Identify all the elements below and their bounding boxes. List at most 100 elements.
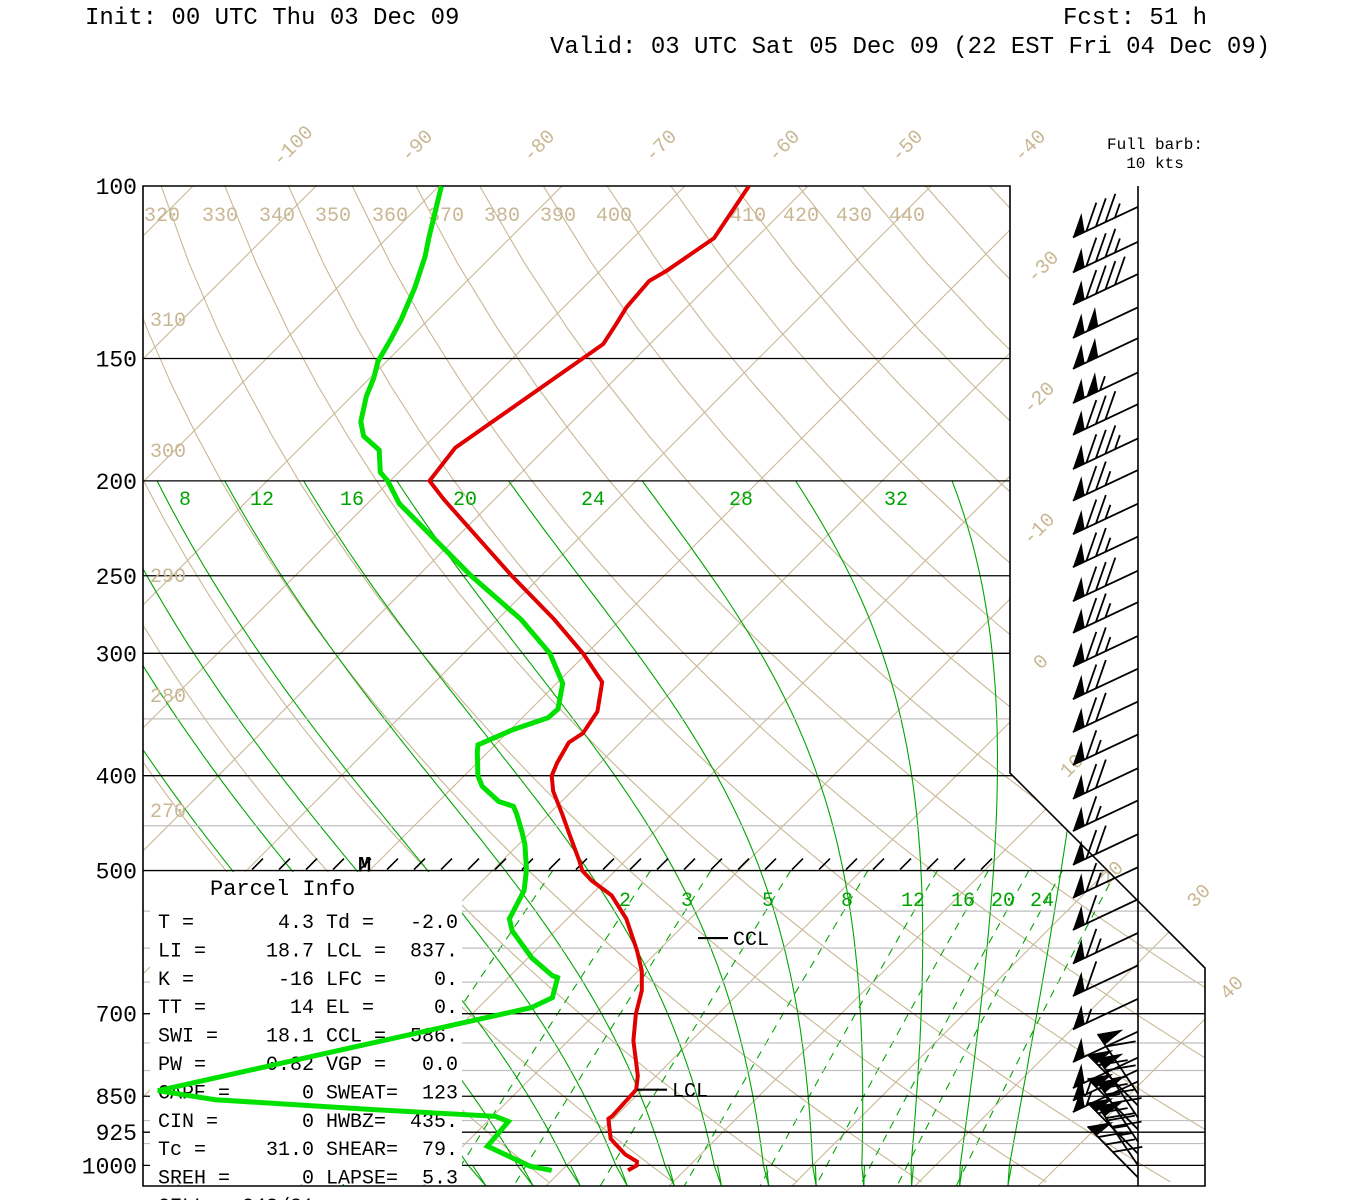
wind-barb-half (1104, 470, 1112, 486)
parcel-info-cell: LFC = (326, 969, 386, 992)
parcel-info-cell: 79. (422, 1139, 458, 1162)
wind-barb-full (1085, 399, 1098, 429)
parcel-info-cell: SWEAT= (326, 1082, 398, 1105)
dry-adiabat-line (351, 186, 1205, 1183)
parcel-info-cell: LCL = (326, 940, 386, 963)
hatch-tick (548, 858, 561, 871)
wind-barb-full (1095, 825, 1107, 855)
hatch-tick (791, 858, 804, 871)
wind-barb-pennant (1087, 1073, 1114, 1088)
hatch-tick (467, 858, 480, 871)
wind-barb-full (1097, 1131, 1128, 1138)
dry-adiabat-line (224, 186, 1171, 1183)
wind-barb-pennant (1072, 774, 1085, 799)
mixing-ratio-label: 2 (619, 890, 631, 913)
wind-barb-pennant (1072, 674, 1085, 700)
wind-barb-full (1095, 395, 1107, 425)
wind-barb-pennant (1072, 707, 1085, 733)
wind-barb-pennant (1086, 307, 1099, 332)
parcel-info-cell: 18.1 (266, 1026, 314, 1049)
dry-adiabat-line (542, 186, 1205, 1183)
hatch-tick (899, 858, 912, 871)
parcel-info-cell: -2.0 (410, 912, 458, 935)
wind-barb-full (1095, 627, 1107, 657)
pressure-axis-label: 200 (96, 470, 137, 496)
parcel-info-cell: EL = (326, 997, 374, 1020)
wind-barb-pennant (1072, 410, 1085, 435)
parcel-info-cell: 0.0 (422, 1054, 458, 1077)
dry-adiabat-theta-label: 420 (783, 205, 819, 228)
wind-barb-full (1114, 256, 1126, 286)
wind-barb-half (1114, 203, 1121, 218)
wind-barb-pennant (1072, 939, 1085, 964)
parcel-info-cell: Tc = (158, 1139, 206, 1162)
wind-barb-full (1085, 763, 1098, 793)
mixing-ratio-label: 5 (762, 890, 774, 913)
wind-barb-pennant (1072, 476, 1085, 501)
dry-adiabat-line (415, 186, 1205, 1183)
moist-adiabat-label: 28 (729, 489, 753, 512)
500hpa-hatch-marks (251, 858, 993, 871)
dry-adiabat-theta-label: 310 (150, 310, 186, 333)
wind-barb-full (1095, 265, 1107, 295)
wind-barb-shaft (1072, 700, 1139, 733)
moist-adiabat-label: 20 (453, 489, 477, 512)
hatch-tick (683, 858, 696, 871)
moist-adiabat-line (641, 480, 865, 1186)
dry-adiabat-line (160, 186, 1047, 1183)
mixing-ratio-line (683, 870, 869, 1186)
parcel-info-cell: T = (158, 912, 194, 935)
wind-barb-full (1105, 1040, 1136, 1048)
wind-barb-full (1085, 237, 1098, 267)
wind-barb-full (1112, 1145, 1143, 1153)
parcel-info-cell: 5.3 (422, 1168, 458, 1191)
wind-barb-full (1095, 692, 1107, 722)
init-time-label: Init: 00 UTC Thu 03 Dec 09 (85, 5, 459, 32)
pressure-axis-label: 100 (96, 175, 137, 201)
dry-adiabat-theta-label: 410 (730, 205, 766, 228)
level-markers: M CCL LCL (358, 854, 769, 1104)
wind-barb-half (1114, 434, 1121, 450)
hatch-tick (818, 858, 831, 871)
hatch-tick (602, 858, 615, 871)
wind-barb-shaft (1072, 799, 1139, 832)
wind-barb-half (1104, 636, 1112, 652)
moist-adiabat-line (396, 480, 770, 1186)
wind-barb-pennant (1072, 576, 1085, 602)
isotherm-line (0, 186, 70, 1186)
hatch-tick (980, 858, 993, 871)
isotherm-temp-label-top: -80 (519, 126, 561, 168)
wind-barb-half (1104, 537, 1112, 553)
mixing-ratio-line (759, 870, 938, 1186)
parcel-info-cell: 243/81 (242, 1196, 314, 1200)
moist-adiabat-label: 16 (340, 489, 364, 512)
wind-barb-pennant (1072, 873, 1085, 898)
wind-barb-pennant (1072, 806, 1085, 832)
wind-barb-pennant (1072, 740, 1085, 765)
wind-barb-pennant (1097, 1077, 1124, 1093)
parcel-info-cell: -16 (278, 969, 314, 992)
isotherm-temp-label-right: -30 (1023, 247, 1065, 289)
dewpoint-trace (157, 186, 566, 1173)
hatch-tick (710, 858, 723, 871)
parcel-info-cell: 18.7 (266, 940, 314, 963)
isotherm-line (914, 186, 1205, 1186)
wind-barb-full (1085, 532, 1098, 562)
parcel-info-cell: 4.3 (278, 912, 314, 935)
mixing-ratio-line (599, 870, 792, 1186)
mixing-ratio-line (896, 870, 1063, 1186)
wind-barb-full (1105, 1088, 1136, 1096)
wind-barb-full (1104, 390, 1117, 420)
moist-adiabat-line (951, 480, 999, 1186)
moist-adiabat-label: 8 (179, 489, 191, 512)
pressure-axis-label: 300 (96, 642, 137, 668)
wind-barb-pennant (1087, 1050, 1114, 1064)
wind-barb-full (1104, 228, 1117, 258)
wind-barb-full (1105, 1064, 1136, 1072)
moist-adiabat-line (156, 480, 628, 1186)
wind-barb-pennant (1086, 337, 1099, 363)
dry-adiabat-line (606, 186, 1205, 1183)
wind-barb-pennant (1072, 313, 1085, 338)
dry-adiabat-theta-label: 340 (259, 205, 295, 228)
